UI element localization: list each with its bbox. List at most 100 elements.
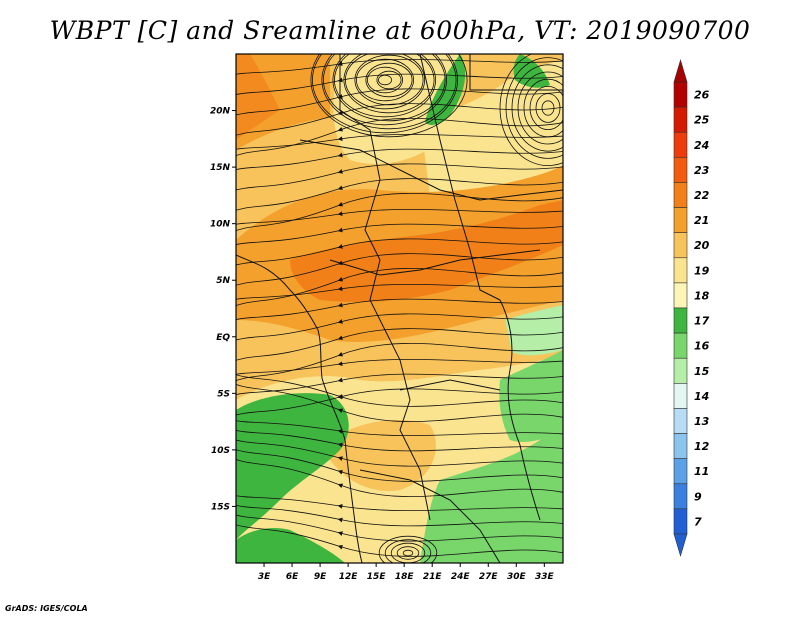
streamline-eddy — [332, 54, 446, 122]
streamline-eddy — [535, 93, 561, 123]
lat-tick-label: 5N — [216, 276, 230, 286]
wbpt-field-17-ssw — [236, 528, 345, 563]
wbpt-field-16-se — [420, 420, 563, 563]
colorbar-level-label: 7 — [694, 515, 702, 528]
streamline-eddy — [529, 86, 563, 130]
colorbar-swatch — [673, 182, 688, 208]
streamline — [236, 449, 563, 482]
streamline-eddy — [378, 535, 438, 563]
plot-frame — [235, 53, 564, 564]
wbpt-field-20-south — [330, 420, 436, 491]
streamline — [236, 58, 563, 75]
colorbar-level-label: 25 — [694, 114, 710, 127]
colorbar-upper-arrow — [673, 58, 688, 83]
wbpt-field-22-nw — [236, 54, 280, 140]
streamline-eddy — [366, 66, 403, 94]
lon-tick-label: 3E — [258, 572, 271, 582]
streamline-eddy — [499, 54, 563, 166]
colorbar-level-label: 23 — [694, 164, 710, 177]
colorbar-swatch — [673, 131, 688, 158]
colorbar-level-label: 22 — [694, 189, 710, 202]
border-4 — [329, 249, 541, 276]
streamline — [236, 148, 563, 171]
streamline-eddy — [345, 54, 425, 110]
lat-tick-label: 5S — [217, 389, 230, 399]
streamline — [236, 373, 563, 396]
colorbar-level-label: 14 — [694, 390, 709, 403]
streamline-eddy — [541, 100, 555, 116]
colorbar-level-label: 19 — [694, 264, 710, 277]
lon-tick-label: 27E — [479, 572, 499, 582]
colorbar-swatch — [673, 332, 688, 359]
streamline-layer — [236, 54, 563, 563]
border-3 — [299, 139, 563, 201]
streamline — [236, 514, 563, 542]
field-layer — [236, 54, 563, 563]
lon-tick-label: 9E — [314, 572, 327, 582]
streamline-eddy — [523, 78, 563, 138]
streamline-eddy — [402, 549, 414, 557]
streamline-eddy — [334, 54, 436, 118]
border-7 — [359, 469, 501, 563]
colorbar-swatch — [673, 81, 688, 108]
colorbar-level-label: 17 — [694, 315, 710, 328]
streamline — [236, 429, 563, 452]
lon-tick-label: 24E — [451, 572, 471, 582]
border-2 — [419, 54, 501, 301]
streamline — [236, 238, 563, 266]
lat-tick-label: 15S — [211, 502, 230, 512]
streamline — [236, 223, 563, 246]
streamline — [236, 458, 563, 497]
streamline-eddy — [511, 64, 563, 152]
border-5 — [469, 54, 563, 91]
streamline — [236, 313, 563, 341]
wbpt-field-17-sw — [236, 393, 349, 540]
colorbar-level-label: 24 — [694, 139, 709, 152]
streamline — [236, 298, 563, 321]
streamline — [236, 439, 563, 467]
wbpt-field-21-west — [236, 262, 290, 302]
streamline — [236, 193, 563, 232]
wbpt-field-22-core — [290, 200, 563, 302]
streamline-eddy — [323, 54, 447, 126]
lon-tick-label: 15E — [367, 572, 387, 582]
streamline-eddy — [321, 54, 457, 130]
colorbar-level-label: 18 — [694, 289, 710, 302]
lon-tick-label: 6E — [286, 572, 299, 582]
streamline — [236, 383, 563, 422]
lat-tick-label: 10S — [211, 446, 230, 456]
streamline — [236, 420, 563, 437]
streamline-eddy — [376, 70, 402, 90]
colorbar-swatch — [673, 433, 688, 459]
streamline — [236, 328, 563, 361]
colorbar-level-label: 16 — [694, 340, 710, 353]
border-1 — [339, 54, 431, 521]
colorbar-level-label: 11 — [694, 465, 709, 478]
streamline-eddy — [505, 57, 563, 159]
colorbar-swatch — [673, 207, 688, 233]
west-coastline — [236, 254, 363, 563]
streamline — [236, 133, 563, 150]
colorbar-swatch — [673, 458, 688, 485]
colorbar-level-label: 12 — [694, 440, 710, 453]
lon-tick-label: 30E — [507, 572, 527, 582]
colorbar: 26 25 24 23 22 21 20 19 18 17 16 15 14 13 12 11 9 7 — [673, 58, 710, 558]
colorbar-swatch — [673, 282, 688, 309]
streamline — [236, 208, 563, 225]
colorbar-swatch — [673, 307, 688, 334]
streamline-eddy — [396, 546, 420, 560]
streamline — [236, 524, 563, 557]
colorbar-lower-arrow — [673, 533, 688, 558]
streamline-eddy — [355, 58, 414, 102]
streamline — [236, 178, 563, 211]
colorbar-level-label: 21 — [694, 214, 709, 227]
streamline — [236, 374, 563, 407]
lon-tick-label: 12E — [339, 572, 359, 582]
lat-tick-label: 20N — [210, 107, 231, 117]
streamline — [236, 163, 563, 191]
colorbar-swatch — [673, 483, 688, 510]
streamline — [236, 88, 563, 116]
colorbar-level-label: 20 — [694, 239, 710, 252]
lat-tick-label: EQ — [216, 333, 230, 343]
